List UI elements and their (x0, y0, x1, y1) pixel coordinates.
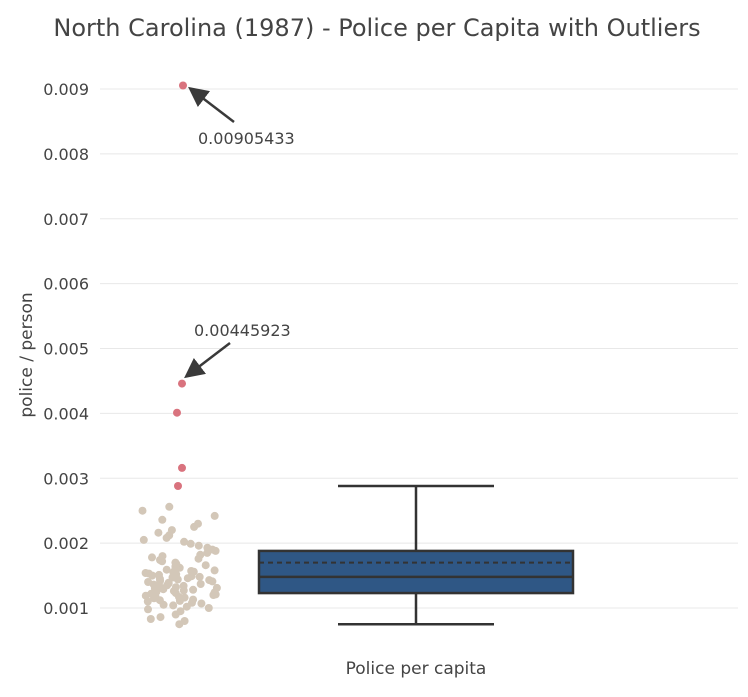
data-point (180, 537, 189, 546)
data-points (138, 502, 221, 629)
data-point (171, 583, 180, 592)
annotations: 0.00905433 0.00445923 (184, 86, 295, 379)
y-tick-label: 0.005 (43, 340, 89, 359)
data-point (187, 567, 196, 575)
annotation-label: 0.00905433 (198, 129, 295, 148)
x-category-label: Police per capita (346, 659, 487, 679)
data-point (210, 566, 219, 575)
data-point (146, 615, 155, 623)
y-tick-label: 0.006 (43, 275, 89, 294)
data-point (162, 565, 171, 574)
y-axis-label: police / person (17, 292, 37, 417)
data-point (165, 502, 174, 511)
data-point (154, 528, 163, 537)
y-tick-label: 0.008 (43, 145, 89, 164)
outlier-point (179, 81, 187, 90)
data-point (194, 519, 202, 528)
data-point (167, 526, 176, 535)
data-point (138, 506, 147, 515)
data-point (180, 617, 189, 625)
y-tick-label: 0.002 (43, 534, 89, 553)
data-point (197, 599, 206, 608)
outlier-point (178, 463, 186, 472)
data-point (201, 561, 210, 570)
data-point (196, 550, 205, 559)
data-point (186, 539, 195, 548)
data-point (195, 572, 204, 581)
data-point (156, 613, 165, 622)
data-point (155, 570, 163, 579)
outlier-point (178, 379, 186, 388)
chart-title: North Carolina (1987) - Police per Capit… (53, 14, 700, 42)
data-point (141, 569, 150, 577)
data-point (176, 607, 185, 616)
data-point (204, 604, 213, 612)
data-point (205, 576, 214, 585)
annotation-arrow (184, 342, 231, 379)
outlier-point (174, 482, 182, 490)
data-point (144, 605, 152, 614)
y-tick-labels: 0.001 0.002 0.003 0.004 0.005 0.006 0.007 0.008… (43, 80, 89, 618)
outlier-point (173, 408, 181, 417)
data-point (203, 543, 212, 552)
y-tick-label: 0.001 (43, 599, 89, 618)
data-point (158, 515, 167, 524)
data-point (179, 581, 188, 590)
outlier-points (173, 81, 187, 490)
data-point (212, 583, 221, 592)
data-point (196, 580, 205, 588)
annotation-label: 0.00445923 (194, 321, 291, 340)
data-point (189, 585, 198, 594)
data-point (139, 535, 148, 544)
y-tick-label: 0.007 (43, 210, 89, 229)
data-point (169, 601, 178, 610)
annotation-arrow (188, 86, 235, 123)
iqr-box (257, 549, 575, 595)
y-tick-label: 0.004 (43, 404, 89, 423)
data-point (144, 578, 153, 586)
data-point (158, 552, 167, 561)
data-point (210, 511, 219, 520)
data-point (189, 595, 198, 604)
box (257, 484, 575, 626)
y-tick-label: 0.003 (43, 469, 89, 488)
y-tick-label: 0.009 (43, 80, 89, 99)
grid-lines (100, 88, 738, 609)
data-point (148, 553, 156, 562)
data-point (171, 558, 180, 567)
data-point (194, 541, 203, 550)
